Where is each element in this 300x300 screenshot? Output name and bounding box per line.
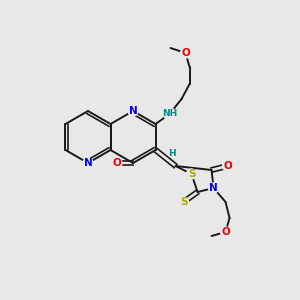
Circle shape <box>208 183 218 193</box>
Circle shape <box>164 108 175 120</box>
Circle shape <box>181 48 190 58</box>
Text: N: N <box>84 158 92 168</box>
Text: N: N <box>129 106 137 116</box>
Text: NH: NH <box>162 110 177 118</box>
Text: O: O <box>181 48 190 58</box>
Text: H: H <box>168 148 176 158</box>
Circle shape <box>223 161 232 171</box>
Text: S: S <box>180 197 187 207</box>
Text: O: O <box>223 161 232 171</box>
Text: O: O <box>221 227 230 237</box>
Text: O: O <box>113 158 122 168</box>
Circle shape <box>112 158 122 168</box>
Circle shape <box>187 169 196 179</box>
Circle shape <box>178 197 188 207</box>
Text: N: N <box>209 183 218 193</box>
Text: S: S <box>188 169 195 179</box>
Circle shape <box>128 106 138 116</box>
Circle shape <box>83 158 93 168</box>
Circle shape <box>220 227 230 237</box>
